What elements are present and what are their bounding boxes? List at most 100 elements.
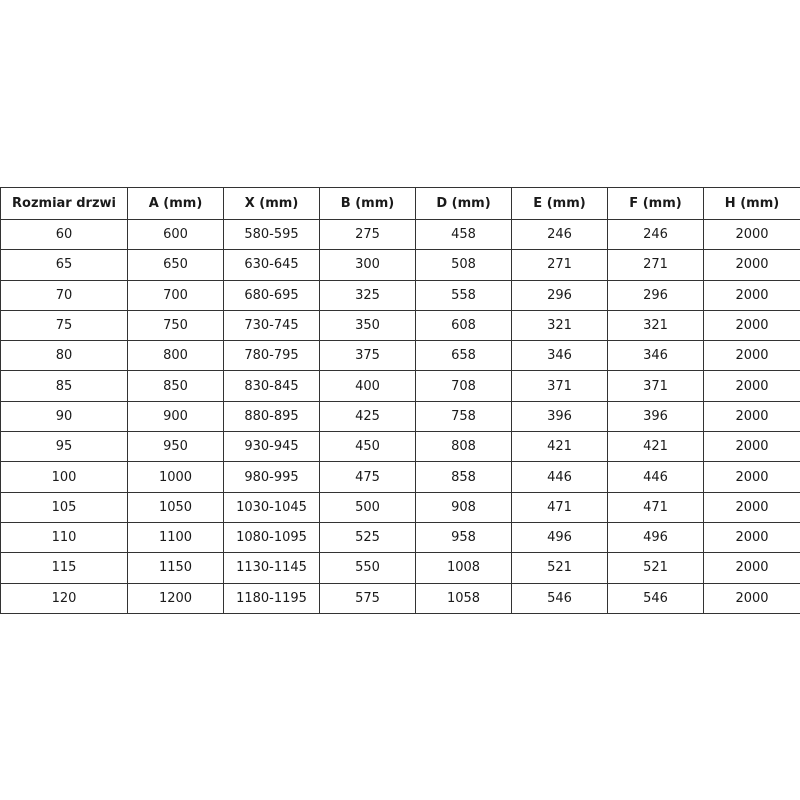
table-cell: 475 — [319, 461, 416, 493]
table-cell: 115 — [0, 552, 128, 584]
table-cell: 525 — [319, 521, 416, 554]
table-cell: 1200 — [127, 582, 224, 614]
column-header: Rozmiar drzwi — [0, 187, 128, 220]
table-cell: 750 — [127, 309, 224, 342]
table-row: 120 1200 1180-1195 575 1058 546 546 2000 — [0, 582, 800, 614]
table-cell: 446 — [511, 461, 608, 493]
table-cell: 60 — [0, 218, 128, 251]
table-cell: 471 — [607, 491, 704, 523]
table-row: 75 750 730-745 350 608 321 321 2000 — [0, 309, 800, 342]
table-cell: 658 — [415, 340, 512, 372]
table-cell: 950 — [127, 431, 224, 463]
column-header: H (mm) — [703, 187, 800, 220]
table-cell: 321 — [607, 309, 704, 342]
table-cell: 900 — [127, 400, 224, 433]
table-row: 90 900 880-895 425 758 396 396 2000 — [0, 400, 800, 433]
table-cell: 1008 — [415, 552, 512, 584]
table-cell: 65 — [0, 249, 128, 281]
table-cell: 2000 — [703, 340, 800, 372]
table-cell: 858 — [415, 461, 512, 493]
table-cell: 508 — [415, 249, 512, 281]
table-cell: 446 — [607, 461, 704, 493]
table-cell: 730-745 — [223, 309, 320, 342]
table-cell: 421 — [511, 431, 608, 463]
table-cell: 85 — [0, 370, 128, 402]
table-row: 115 1150 1130-1145 550 1008 521 521 2000 — [0, 552, 800, 584]
table-header: Rozmiar drzwi A (mm) X (mm) B (mm) D (mm) E (… — [0, 187, 800, 220]
table-cell: 346 — [511, 340, 608, 372]
table-cell: 500 — [319, 491, 416, 523]
table-cell: 1180-1195 — [223, 582, 320, 614]
table-cell: 575 — [319, 582, 416, 614]
table-cell: 95 — [0, 431, 128, 463]
table-cell: 1050 — [127, 491, 224, 523]
dimensions-table: Rozmiar drzwi A (mm) X (mm) B (mm) D (mm) E (… — [0, 187, 800, 614]
table-cell: 558 — [415, 279, 512, 311]
table-cell: 375 — [319, 340, 416, 372]
table-cell: 458 — [415, 218, 512, 251]
table-cell: 321 — [511, 309, 608, 342]
table-cell: 1030-1045 — [223, 491, 320, 523]
table-cell: 650 — [127, 249, 224, 281]
table-cell: 521 — [511, 552, 608, 584]
table-row: 70 700 680-695 325 558 296 296 2000 — [0, 279, 800, 311]
table-cell: 271 — [607, 249, 704, 281]
table-row: 95 950 930-945 450 808 421 421 2000 — [0, 431, 800, 463]
table-cell: 2000 — [703, 309, 800, 342]
table-cell: 1100 — [127, 521, 224, 554]
table-cell: 2000 — [703, 491, 800, 523]
table-cell: 275 — [319, 218, 416, 251]
table-cell: 2000 — [703, 461, 800, 493]
table-cell: 2000 — [703, 582, 800, 614]
table-cell: 400 — [319, 370, 416, 402]
table-cell: 2000 — [703, 521, 800, 554]
table-cell: 1150 — [127, 552, 224, 584]
table-cell: 246 — [511, 218, 608, 251]
table-cell: 546 — [511, 582, 608, 614]
column-header: D (mm) — [415, 187, 512, 220]
table-row: 80 800 780-795 375 658 346 346 2000 — [0, 340, 800, 372]
table-cell: 296 — [607, 279, 704, 311]
table-cell: 90 — [0, 400, 128, 433]
table-cell: 1080-1095 — [223, 521, 320, 554]
table-cell: 2000 — [703, 400, 800, 433]
table-cell: 2000 — [703, 249, 800, 281]
table-cell: 680-695 — [223, 279, 320, 311]
table-row: 85 850 830-845 400 708 371 371 2000 — [0, 370, 800, 402]
table-cell: 708 — [415, 370, 512, 402]
table-cell: 1058 — [415, 582, 512, 614]
table-cell: 580-595 — [223, 218, 320, 251]
header-row: Rozmiar drzwi A (mm) X (mm) B (mm) D (mm) E (… — [0, 187, 800, 220]
table-cell: 80 — [0, 340, 128, 372]
table-cell: 421 — [607, 431, 704, 463]
table-cell: 830-845 — [223, 370, 320, 402]
table-cell: 110 — [0, 521, 128, 554]
column-header: A (mm) — [127, 187, 224, 220]
table-cell: 396 — [511, 400, 608, 433]
table-cell: 630-645 — [223, 249, 320, 281]
table-cell: 471 — [511, 491, 608, 523]
table-row: 60 600 580-595 275 458 246 246 2000 — [0, 218, 800, 251]
table-cell: 1000 — [127, 461, 224, 493]
table-row: 65 650 630-645 300 508 271 271 2000 — [0, 249, 800, 281]
table-cell: 880-895 — [223, 400, 320, 433]
table-cell: 371 — [511, 370, 608, 402]
table-cell: 496 — [511, 521, 608, 554]
column-header: X (mm) — [223, 187, 320, 220]
table-cell: 930-945 — [223, 431, 320, 463]
table-cell: 120 — [0, 582, 128, 614]
table-row: 110 1100 1080-1095 525 958 496 496 2000 — [0, 521, 800, 554]
table-cell: 908 — [415, 491, 512, 523]
table-body: 60 600 580-595 275 458 246 246 2000 65 650 630-645… — [0, 218, 800, 614]
table-cell: 246 — [607, 218, 704, 251]
table-cell: 958 — [415, 521, 512, 554]
table-cell: 100 — [0, 461, 128, 493]
column-header: E (mm) — [511, 187, 608, 220]
column-header: F (mm) — [607, 187, 704, 220]
table-cell: 105 — [0, 491, 128, 523]
table-cell: 75 — [0, 309, 128, 342]
table-cell: 808 — [415, 431, 512, 463]
table-cell: 521 — [607, 552, 704, 584]
table-cell: 371 — [607, 370, 704, 402]
table-cell: 346 — [607, 340, 704, 372]
